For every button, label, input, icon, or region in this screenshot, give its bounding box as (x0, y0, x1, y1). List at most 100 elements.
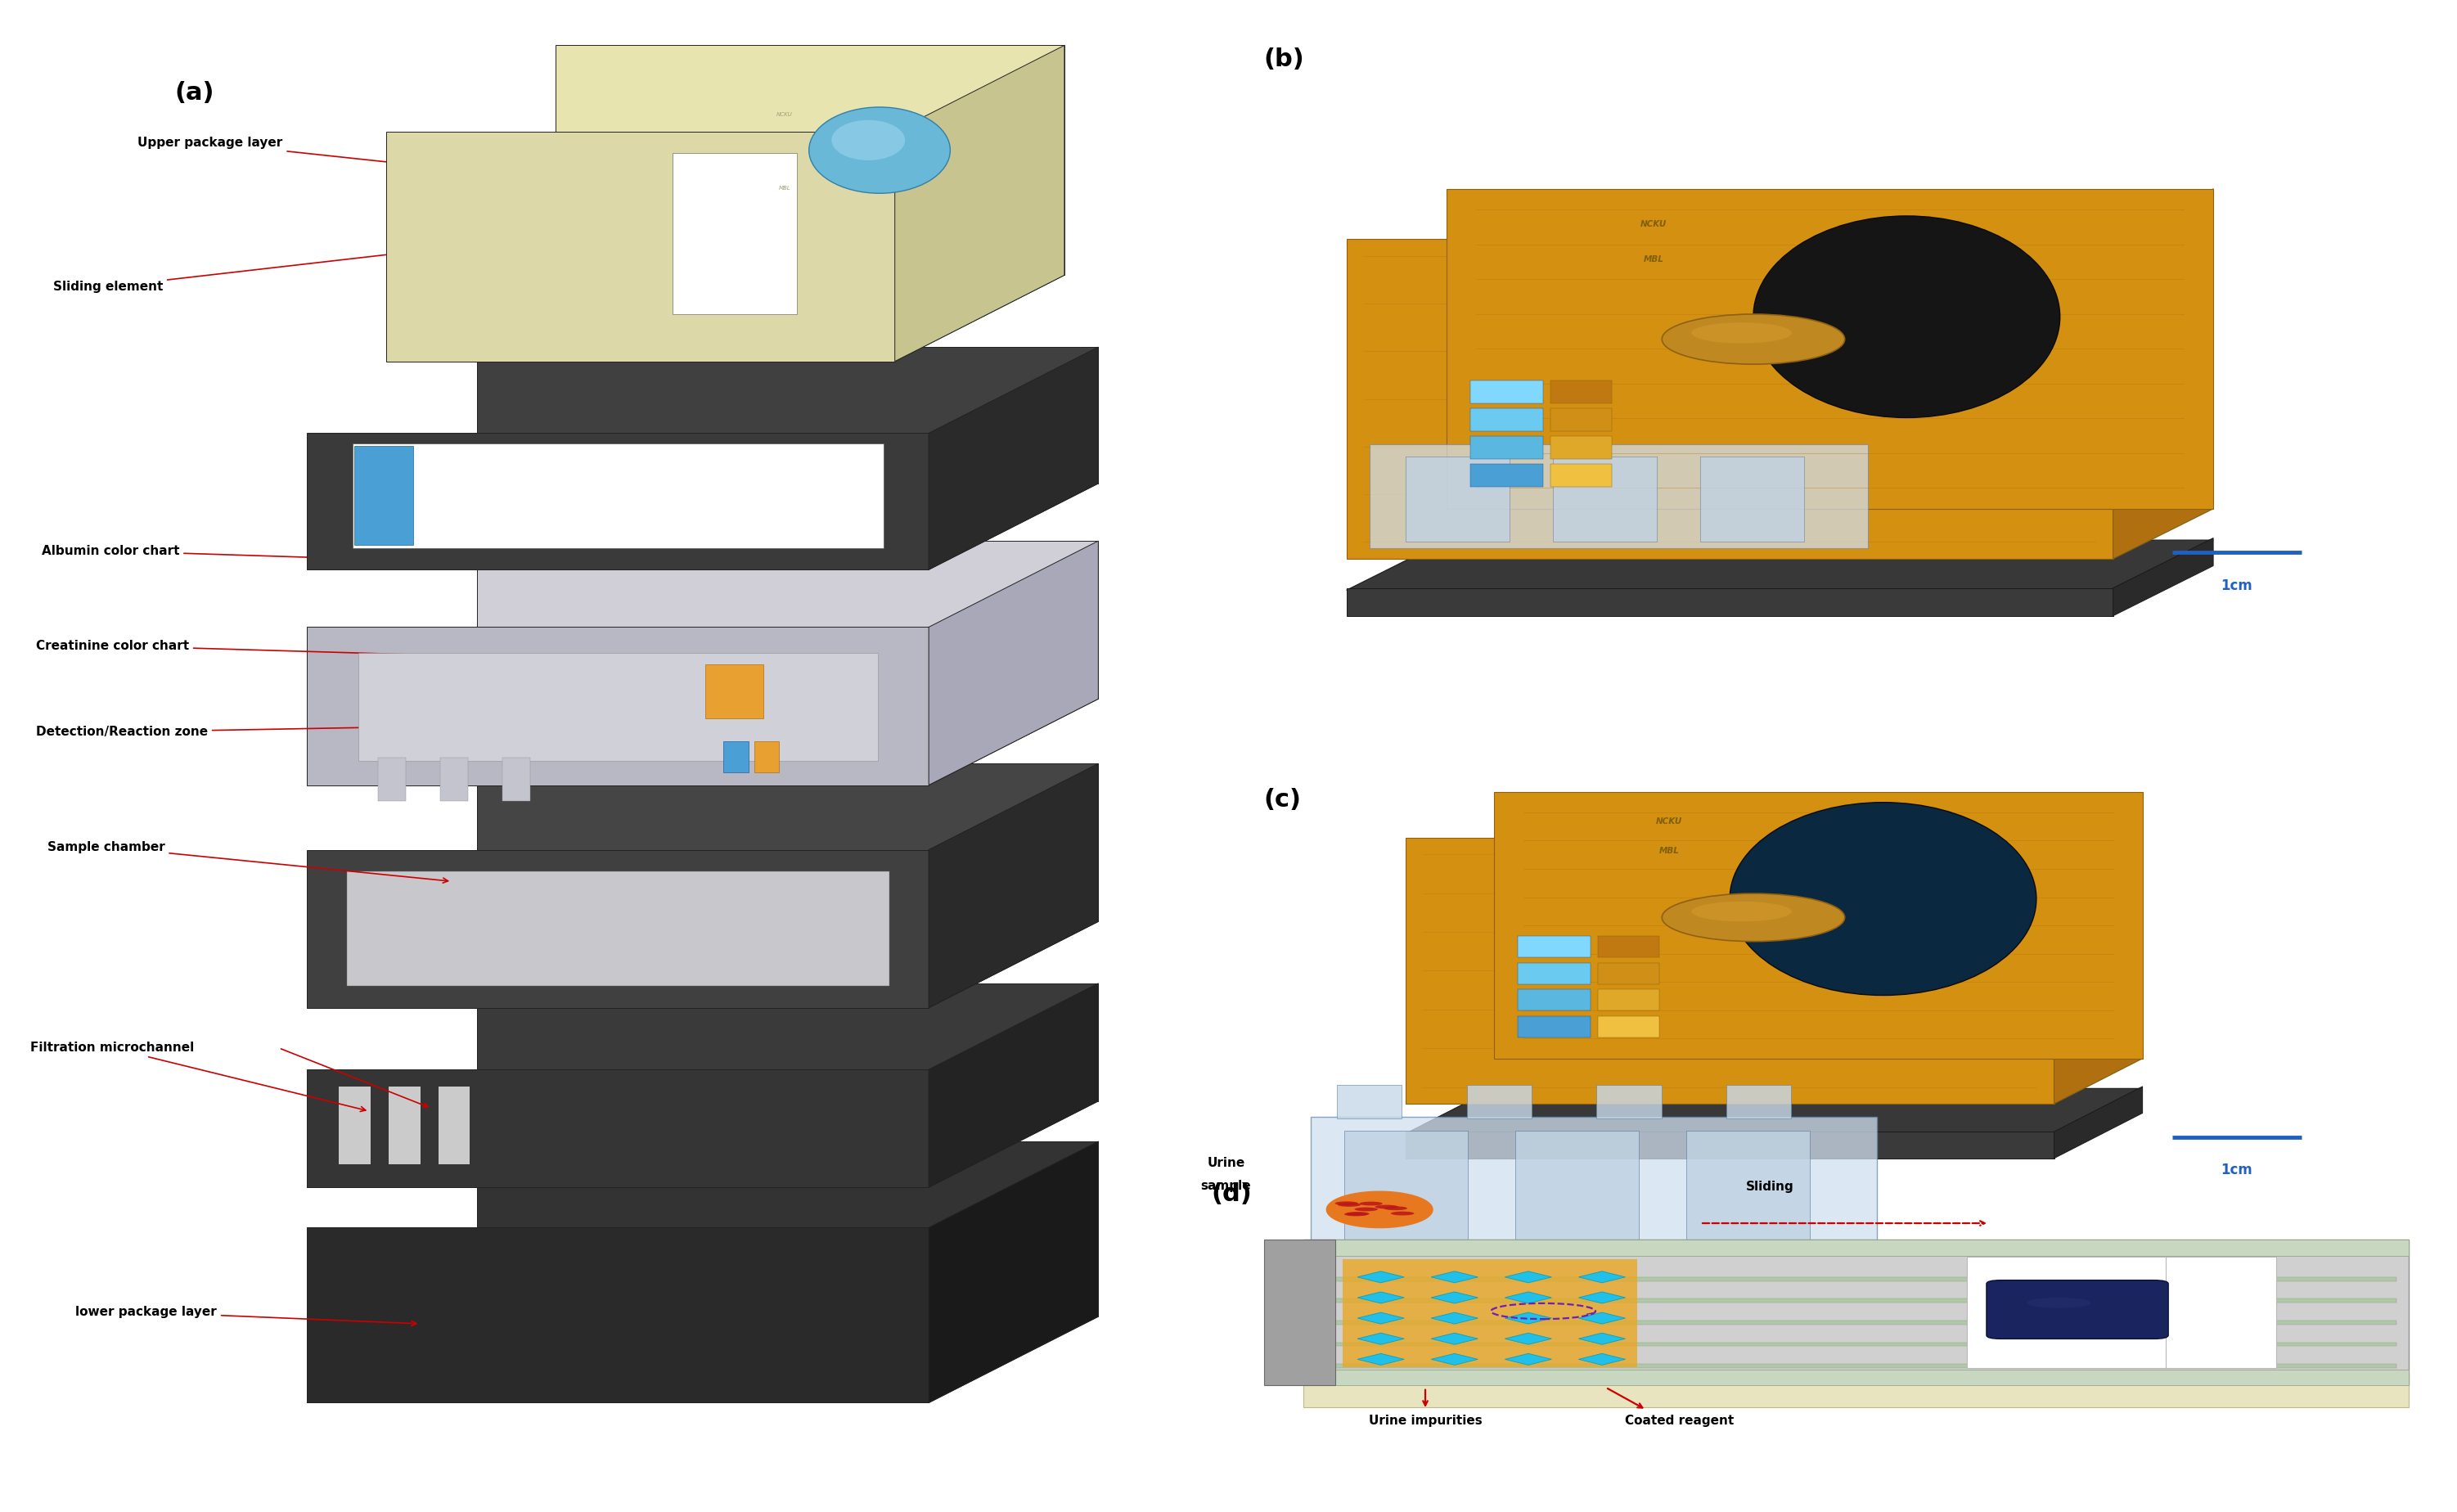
Bar (339, 1087, 371, 1164)
Bar (1469, 437, 1543, 458)
Bar (725, 741, 749, 773)
Bar (1469, 381, 1543, 404)
Bar (1597, 936, 1658, 957)
Text: Sample chamber: Sample chamber (47, 841, 447, 883)
Polygon shape (307, 1069, 929, 1187)
Polygon shape (2054, 1087, 2143, 1158)
Polygon shape (307, 921, 1098, 1007)
Bar (1317, 1364, 2398, 1368)
Polygon shape (1577, 1291, 1627, 1303)
Text: lower package layer: lower package layer (76, 1306, 415, 1326)
Polygon shape (1504, 1334, 1553, 1344)
Polygon shape (307, 484, 1098, 570)
Text: Upper package layer: Upper package layer (138, 138, 570, 183)
Bar (1469, 408, 1543, 431)
Bar (1469, 464, 1543, 487)
Bar (1597, 1016, 1658, 1037)
Bar (504, 758, 531, 801)
Ellipse shape (1661, 314, 1845, 364)
Polygon shape (1577, 1272, 1627, 1282)
Ellipse shape (1354, 1207, 1378, 1211)
Bar (1597, 989, 1658, 1010)
Ellipse shape (1383, 1207, 1408, 1210)
Polygon shape (1504, 1312, 1553, 1325)
Bar (1550, 408, 1612, 431)
Polygon shape (1430, 1353, 1479, 1365)
Text: MBL: MBL (1658, 847, 1678, 856)
Ellipse shape (1334, 1202, 1359, 1205)
Bar (1516, 1131, 1639, 1370)
Polygon shape (2113, 189, 2214, 559)
Polygon shape (1405, 1089, 2143, 1134)
Bar (437, 1087, 469, 1164)
Polygon shape (2113, 538, 2214, 615)
Text: (d): (d) (1211, 1182, 1253, 1207)
Bar (1302, 1240, 2408, 1255)
Polygon shape (929, 983, 1098, 1187)
Ellipse shape (2027, 1297, 2091, 1308)
Text: PET: PET (1115, 410, 1143, 422)
Polygon shape (555, 45, 1064, 275)
Ellipse shape (1376, 1205, 1398, 1208)
Text: NCKU: NCKU (1656, 818, 1683, 826)
Text: Filtration microchannel: Filtration microchannel (29, 1042, 366, 1111)
Text: NCKU: NCKU (1641, 219, 1666, 228)
Polygon shape (386, 132, 894, 361)
Bar (1597, 963, 1658, 984)
Polygon shape (894, 45, 1064, 361)
Ellipse shape (830, 119, 904, 160)
Bar (1302, 1385, 2408, 1408)
Polygon shape (1504, 1353, 1553, 1365)
Polygon shape (1577, 1334, 1627, 1344)
Polygon shape (1430, 1272, 1479, 1282)
FancyBboxPatch shape (1985, 1281, 2170, 1338)
Text: Urine impurities: Urine impurities (1369, 1415, 1482, 1427)
Bar (1263, 1240, 1337, 1385)
Text: Sliding element: Sliding element (54, 224, 641, 293)
Bar (1405, 1131, 2054, 1158)
Bar (440, 758, 467, 801)
Bar (354, 446, 413, 546)
Bar (1337, 1086, 1403, 1119)
Polygon shape (1356, 1272, 1405, 1282)
Polygon shape (929, 1142, 1098, 1403)
Bar (1966, 1256, 2275, 1368)
Bar (1550, 381, 1612, 404)
Polygon shape (1447, 189, 2214, 508)
Text: Coated reagent: Coated reagent (1624, 1415, 1735, 1427)
Ellipse shape (1359, 1202, 1383, 1205)
Bar (754, 741, 779, 773)
Bar (1518, 1016, 1590, 1037)
Bar (1518, 963, 1590, 984)
Text: Detection/Reaction zone: Detection/Reaction zone (37, 721, 592, 738)
Text: 1cm: 1cm (2221, 578, 2253, 593)
Polygon shape (1494, 792, 2143, 1058)
Polygon shape (1577, 1353, 1627, 1365)
Bar (673, 153, 796, 314)
Polygon shape (1346, 540, 2214, 590)
Polygon shape (1577, 1312, 1627, 1325)
Polygon shape (307, 432, 929, 570)
Bar (1302, 1240, 2408, 1385)
Ellipse shape (1661, 894, 1845, 942)
Text: (a): (a) (174, 82, 214, 104)
Polygon shape (1356, 1312, 1405, 1325)
Polygon shape (1356, 1334, 1405, 1344)
Bar (1346, 239, 2113, 559)
Text: sample: sample (1201, 1179, 1251, 1191)
Polygon shape (307, 1228, 929, 1403)
Polygon shape (307, 699, 1098, 785)
Polygon shape (386, 275, 1064, 361)
Bar (1553, 457, 1656, 541)
Bar (1371, 445, 1867, 549)
Text: NCKU: NCKU (776, 112, 794, 116)
Ellipse shape (808, 107, 951, 194)
Ellipse shape (1346, 1211, 1369, 1216)
Bar (1550, 437, 1612, 458)
Bar (1317, 1343, 2398, 1346)
Bar (1317, 1299, 2398, 1303)
Polygon shape (477, 1142, 1098, 1317)
Bar (1317, 1320, 2398, 1325)
Ellipse shape (1344, 1213, 1369, 1216)
Bar (1518, 989, 1590, 1010)
